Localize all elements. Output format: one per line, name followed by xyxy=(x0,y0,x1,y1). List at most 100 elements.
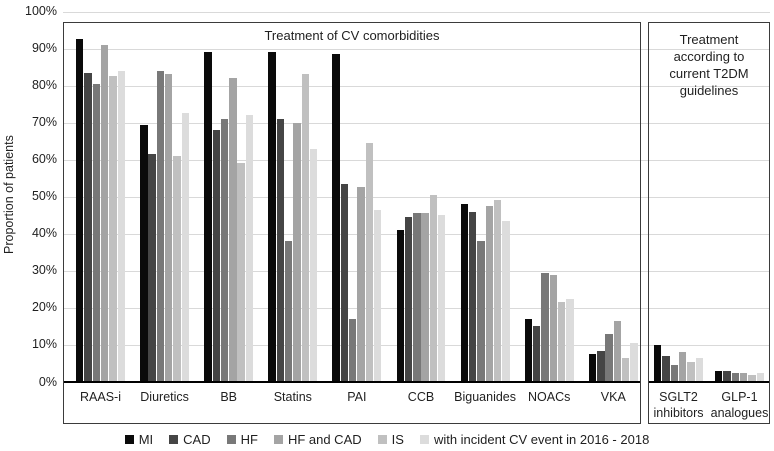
bar xyxy=(739,372,748,382)
panel-title-line: according to xyxy=(673,49,745,64)
bar xyxy=(301,74,309,382)
bar xyxy=(220,118,229,382)
category-label: VKA xyxy=(568,389,658,405)
bar xyxy=(349,319,357,382)
bar xyxy=(229,78,237,382)
gridline xyxy=(63,196,770,198)
bar xyxy=(597,350,605,382)
bar xyxy=(404,217,413,382)
panel-title-t2dm: Treatment according to current T2DM guideli… xyxy=(650,31,768,99)
legend-item: CAD xyxy=(169,431,211,447)
bar xyxy=(396,230,404,382)
bar xyxy=(723,370,731,382)
bar xyxy=(678,352,687,382)
legend-swatch xyxy=(377,434,387,444)
panel-title-line: guidelines xyxy=(679,83,739,98)
bar xyxy=(605,333,613,382)
bar xyxy=(100,44,109,382)
category-label: Statins xyxy=(248,389,338,405)
bar xyxy=(541,272,549,382)
bar xyxy=(715,370,723,382)
category-label-line: BB xyxy=(220,390,238,404)
y-tick-label: 90% xyxy=(31,41,57,56)
legend-label: with incident CV event in 2016 - 2018 xyxy=(433,431,650,447)
category-label-line: GLP-1 xyxy=(721,390,758,404)
bar xyxy=(357,187,365,382)
legend-swatch xyxy=(419,434,429,444)
y-tick-label: 70% xyxy=(31,115,57,130)
bar xyxy=(173,155,181,382)
bar xyxy=(212,130,220,382)
bar xyxy=(493,200,502,382)
y-tick-label: 0% xyxy=(38,374,57,389)
category-label: SGLT2 inhibitors xyxy=(634,389,724,421)
category-label-line: RAAS-i xyxy=(80,390,121,404)
category-label: NOACs xyxy=(504,389,594,405)
legend-item: MI xyxy=(124,432,153,447)
category-label: CCB xyxy=(376,389,466,405)
legend-label: IS xyxy=(391,431,404,447)
panel-title-line: current T2DM xyxy=(669,66,749,81)
y-axis-title: Proportion of patients xyxy=(2,135,16,255)
legend-item: HF and CAD xyxy=(273,431,362,447)
category-label-line: CCB xyxy=(407,390,435,404)
bar xyxy=(84,72,92,382)
x-axis-line-right xyxy=(648,380,770,383)
legend-label: HF and CAD xyxy=(287,431,362,447)
category-label: RAAS-i xyxy=(56,389,146,405)
legend-item: IS xyxy=(377,431,404,447)
category-label: PAI xyxy=(312,389,402,405)
bar xyxy=(468,211,477,382)
bar xyxy=(613,320,622,382)
category-label-line: NOACs xyxy=(528,390,571,404)
category-label: Diuretics xyxy=(120,389,210,405)
bar xyxy=(654,344,662,382)
category-label-line: PAI xyxy=(347,390,367,404)
bar xyxy=(309,148,318,382)
bar xyxy=(293,122,301,382)
bar xyxy=(421,213,429,382)
gridline xyxy=(63,85,770,87)
y-tick-label: 80% xyxy=(31,78,57,93)
bar xyxy=(748,374,756,382)
bar xyxy=(268,52,276,382)
y-tick-label: 30% xyxy=(31,263,57,278)
bar xyxy=(332,54,340,382)
bar xyxy=(245,115,254,382)
legend-swatch xyxy=(124,434,134,444)
category-label: BB xyxy=(184,389,274,405)
x-axis-line-main xyxy=(63,380,641,383)
bar xyxy=(340,183,349,382)
bar xyxy=(181,113,190,382)
bar xyxy=(429,194,438,382)
bar xyxy=(148,154,156,382)
gridline xyxy=(63,11,770,13)
bar xyxy=(524,319,533,382)
legend-swatch xyxy=(273,434,283,444)
bar xyxy=(756,372,764,382)
gridline xyxy=(63,159,770,161)
bar xyxy=(557,302,566,382)
panel-title-line: Treatment xyxy=(679,32,739,47)
category-label-line: VKA xyxy=(600,390,626,404)
category-label: GLP-1 analogues xyxy=(695,389,774,421)
bar xyxy=(237,163,245,382)
category-label-line: SGLT2 xyxy=(659,390,698,404)
legend-swatch xyxy=(226,434,236,444)
bar xyxy=(588,354,597,382)
gridline xyxy=(63,122,770,124)
bar xyxy=(373,209,382,382)
bar xyxy=(485,206,493,382)
bar xyxy=(365,143,374,382)
bar xyxy=(622,357,630,382)
bar xyxy=(731,372,740,382)
bar xyxy=(687,361,695,382)
bar xyxy=(156,70,165,382)
legend-swatch xyxy=(169,434,179,444)
bar xyxy=(284,241,293,382)
y-tick-label: 100% xyxy=(25,4,57,18)
gridline xyxy=(63,48,770,50)
legend-label: CAD xyxy=(183,431,211,447)
bar xyxy=(438,215,446,382)
